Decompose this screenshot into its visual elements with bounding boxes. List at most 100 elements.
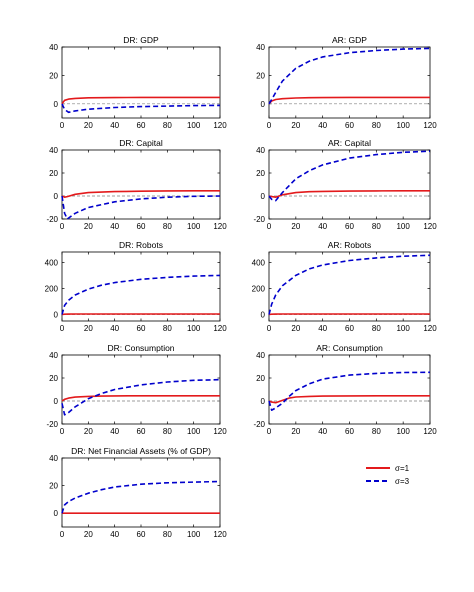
axes-frame (61, 457, 221, 528)
legend-box (360, 460, 430, 490)
x-tick-label: 40 (110, 222, 119, 231)
series-line-sigma1 (61, 394, 220, 402)
x-tick-label: 20 (291, 121, 300, 130)
panel-title: DR: Robots (119, 240, 163, 250)
x-tick-label: 20 (291, 427, 300, 436)
panel-title: AR: GDP (332, 35, 367, 45)
x-tick-label: 0 (267, 427, 272, 436)
y-tick-label: 20 (49, 374, 58, 383)
panel-title: AR: Robots (328, 240, 371, 250)
x-tick-label: 120 (213, 121, 227, 130)
x-tick-label: 120 (213, 530, 227, 539)
y-tick-label: 40 (49, 146, 58, 155)
x-tick-label: 80 (163, 324, 172, 333)
series-line-sigma1 (61, 313, 220, 316)
x-tick-label: 0 (267, 324, 272, 333)
series-line-sigma1 (61, 96, 220, 105)
y-tick-label: -20 (253, 215, 265, 224)
legend: σ=1 σ=3 (360, 460, 430, 490)
x-tick-label: 100 (187, 427, 201, 436)
x-tick-label: 40 (318, 121, 327, 130)
series-line-sigma3 (268, 371, 431, 412)
x-tick-label: 20 (84, 222, 93, 231)
panel-title: DR: Consumption (107, 343, 174, 353)
x-tick-label: 100 (396, 222, 410, 231)
legend-label-sigma1: σ=1 (395, 464, 410, 473)
y-tick-label: 0 (261, 192, 266, 201)
legend-label-sigma3: σ=3 (395, 477, 410, 486)
x-tick-label: 40 (318, 324, 327, 333)
x-tick-label: 0 (60, 530, 65, 539)
y-tick-label: 0 (261, 397, 266, 406)
y-tick-label: 0 (54, 100, 59, 109)
x-tick-label: 60 (345, 427, 354, 436)
axes-frame (268, 149, 431, 220)
x-tick-label: 80 (163, 530, 172, 539)
x-tick-label: 100 (187, 121, 201, 130)
x-tick-label: 20 (84, 324, 93, 333)
y-tick-label: 0 (261, 100, 266, 109)
x-tick-label: 80 (163, 427, 172, 436)
panel-title: DR: Net Financial Assets (% of GDP) (71, 446, 211, 456)
x-tick-label: 120 (423, 427, 437, 436)
y-tick-label: 200 (45, 284, 59, 293)
y-tick-label: 200 (252, 284, 266, 293)
x-tick-label: 40 (110, 530, 119, 539)
y-tick-label: -20 (46, 215, 58, 224)
x-tick-label: 40 (318, 222, 327, 231)
x-tick-label: 120 (423, 121, 437, 130)
x-tick-label: 60 (137, 324, 146, 333)
x-tick-label: 0 (267, 121, 272, 130)
series-line-sigma3 (61, 274, 221, 315)
y-tick-label: 20 (49, 71, 58, 80)
axes-frame (61, 251, 221, 322)
y-tick-label: 40 (49, 454, 58, 463)
axes-frame (61, 354, 221, 425)
x-tick-label: 20 (84, 121, 93, 130)
series-line-sigma3 (268, 150, 431, 202)
x-tick-label: 100 (187, 222, 201, 231)
y-tick-label: 40 (49, 351, 58, 360)
x-tick-label: 20 (291, 222, 300, 231)
series-line-sigma1 (268, 96, 430, 105)
x-tick-label: 80 (372, 121, 381, 130)
y-tick-label: 40 (256, 146, 265, 155)
panel-dr-robots: DR: Robots 0 20 40 60 80 100 120 0 200 400 (45, 240, 228, 333)
y-tick-label: 400 (45, 258, 59, 267)
x-tick-label: 60 (137, 427, 146, 436)
x-tick-label: 100 (396, 324, 410, 333)
panel-title: AR: Capital (328, 138, 371, 148)
x-tick-label: 0 (60, 222, 65, 231)
x-tick-label: 40 (318, 427, 327, 436)
series-line-sigma1 (61, 190, 220, 198)
y-tick-label: -20 (46, 420, 58, 429)
series-line-sigma3 (61, 103, 221, 114)
y-tick-label: 20 (256, 374, 265, 383)
panel-dr-gdp: DR: GDP 0 20 40 60 80 100 120 0 20 40 (49, 35, 227, 130)
y-tick-label: 0 (54, 397, 59, 406)
y-tick-label: 40 (49, 43, 58, 52)
panels: DR: GDP 0 20 40 60 80 100 120 0 20 40 AR: GDP 0 20 40 6… (45, 35, 438, 539)
panel-title: AR: Consumption (316, 343, 383, 353)
x-tick-label: 120 (423, 324, 437, 333)
panel-ar-gdp: AR: GDP 0 20 40 60 80 100 120 0 20 40 (256, 35, 437, 130)
y-tick-label: 40 (256, 351, 265, 360)
x-tick-label: 0 (267, 222, 272, 231)
y-tick-label: 0 (54, 310, 59, 319)
x-tick-label: 60 (137, 121, 146, 130)
x-tick-label: 100 (187, 530, 201, 539)
y-tick-label: 20 (256, 71, 265, 80)
y-tick-label: 0 (54, 509, 59, 518)
x-tick-label: 20 (84, 530, 93, 539)
series-line-sigma3 (61, 195, 221, 220)
x-tick-label: 40 (110, 324, 119, 333)
x-tick-label: 60 (345, 324, 354, 333)
y-tick-label: 40 (256, 43, 265, 52)
y-tick-label: 20 (49, 169, 58, 178)
y-tick-label: 20 (256, 169, 265, 178)
y-tick-label: 0 (54, 192, 59, 201)
axes-frame (268, 46, 431, 119)
panel-title: DR: GDP (123, 35, 159, 45)
axes-frame (61, 149, 221, 220)
